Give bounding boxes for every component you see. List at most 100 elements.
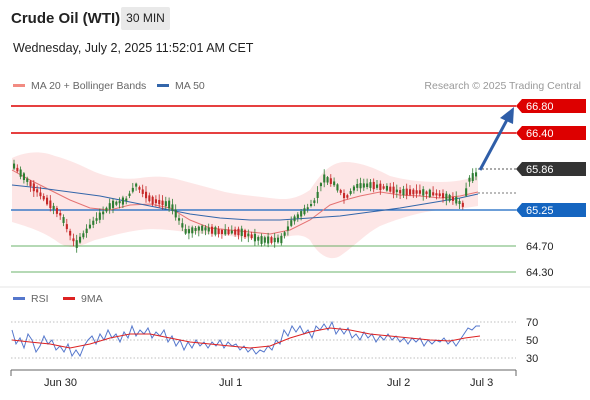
candle-body: [253, 233, 256, 242]
candle-body: [442, 193, 445, 199]
legend-label-9ma: 9MA: [81, 293, 103, 305]
candle-body: [151, 196, 154, 205]
candle-body: [16, 167, 19, 172]
x-label-jun30: Jun 30: [44, 377, 77, 389]
candle-body: [194, 227, 197, 231]
candle-body: [263, 237, 266, 243]
legend-swatch-bollinger: [13, 83, 25, 87]
candle-body: [392, 186, 395, 194]
candle-body: [415, 190, 418, 194]
candle-body: [102, 211, 105, 215]
timeframe-badge[interactable]: 30 MIN: [121, 7, 170, 30]
candle-body: [217, 229, 220, 234]
candle-body: [13, 163, 16, 169]
candle-body: [174, 209, 177, 218]
candle-body: [369, 182, 372, 188]
candle-body: [88, 224, 91, 229]
legend-swatch-rsi: [13, 296, 25, 300]
candle-body: [273, 237, 276, 243]
candle-body: [366, 183, 369, 188]
candle-body: [270, 237, 273, 243]
candle-body: [300, 211, 303, 217]
candle-body: [293, 216, 296, 222]
candle-body: [230, 230, 233, 234]
candle-body: [409, 189, 412, 195]
candle-body: [148, 195, 151, 202]
candle-body: [290, 220, 293, 226]
candle-body: [362, 183, 365, 188]
candle-body: [178, 218, 181, 221]
candle-body: [187, 229, 190, 234]
chart-header: Crude Oil (WTI) 30 MIN: [0, 0, 590, 38]
candle-body: [343, 193, 346, 199]
candle-body: [471, 173, 474, 181]
candle-body: [154, 199, 157, 204]
price-tag-last: 65.86: [516, 162, 586, 176]
instrument-title: Crude Oil (WTI): [11, 10, 121, 27]
rsi-axis-30: 30: [526, 353, 538, 365]
legend-swatch-9ma: [63, 296, 75, 300]
candle-body: [267, 236, 270, 244]
candle-body: [329, 178, 332, 184]
candle-body: [326, 177, 329, 183]
candle-body: [59, 212, 62, 216]
candle-body: [52, 205, 55, 210]
legend-bollinger: MA 20 + Bollinger Bands: [13, 80, 146, 92]
timestamp: Wednesday, July 2, 2025 11:52:01 AM CET: [13, 41, 254, 55]
legend-ma50: MA 50: [157, 80, 205, 92]
candle-body: [98, 212, 101, 220]
candle-body: [379, 183, 382, 191]
legend-label-bollinger: MA 20 + Bollinger Bands: [31, 80, 147, 92]
candle-body: [399, 190, 402, 194]
candle-body: [112, 200, 115, 208]
candle-body: [455, 196, 458, 204]
candle-body: [296, 214, 299, 219]
candle-body: [220, 230, 223, 234]
candle-body: [468, 177, 471, 182]
candle-body: [145, 191, 148, 199]
credit-text: Research © 2025 Trading Central: [424, 80, 581, 92]
candle-body: [69, 230, 72, 236]
price-tag-r1-label: 66.40: [526, 128, 554, 140]
candle-body: [250, 234, 253, 239]
rsi-line: [11, 320, 480, 358]
candle-body: [92, 220, 95, 225]
x-label-jul2: Jul 2: [387, 377, 410, 389]
price-label-s1: 64.70: [526, 241, 554, 253]
candle-body: [333, 181, 336, 186]
candle-body: [438, 193, 441, 197]
candle-body: [62, 217, 65, 223]
candle-body: [197, 226, 200, 231]
forecast-arrow: [478, 117, 510, 171]
candle-body: [95, 218, 98, 221]
candle-body: [234, 229, 237, 235]
candle-body: [135, 183, 138, 187]
candle-body: [22, 173, 25, 181]
candle-body: [32, 183, 35, 192]
candle-body: [26, 178, 29, 182]
candle-body: [128, 193, 131, 196]
candle-body: [349, 191, 352, 194]
candle-body: [425, 191, 428, 195]
candle-body: [283, 232, 286, 236]
candle-body: [451, 196, 454, 201]
candle-body: [418, 190, 421, 194]
candle-body: [161, 200, 164, 206]
x-label-jul1: Jul 1: [219, 377, 242, 389]
candle-body: [448, 194, 451, 201]
candle-body: [36, 189, 39, 193]
candle-body: [171, 204, 174, 211]
candle-body: [445, 193, 448, 200]
candle-body: [39, 192, 42, 197]
candle-body: [422, 189, 425, 196]
candle-body: [168, 200, 171, 209]
candle-body: [356, 183, 359, 188]
x-axis: Jun 30 Jul 1 Jul 2 Jul 3: [10, 369, 517, 389]
candle-body: [402, 188, 405, 196]
x-label-jul3: Jul 3: [470, 377, 493, 389]
candle-body: [75, 240, 78, 248]
candle-body: [240, 228, 243, 236]
candle-body: [306, 207, 309, 210]
candle-body: [346, 195, 349, 198]
